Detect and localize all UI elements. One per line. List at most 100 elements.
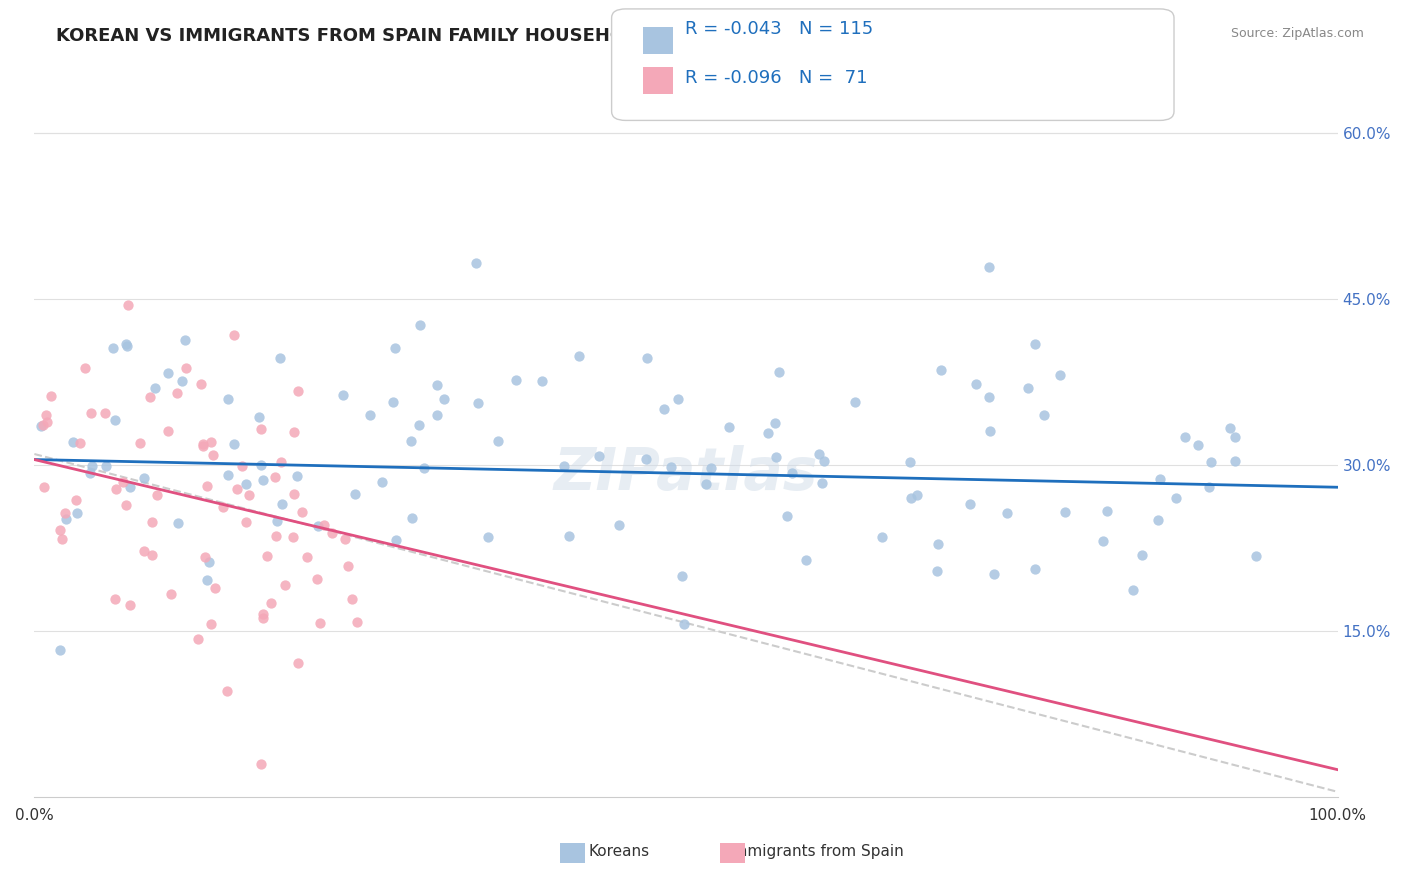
Point [811, 476, 834, 491]
Point [217, 392, 239, 406]
Text: R = -0.043   N = 115: R = -0.043 N = 115 [685, 21, 873, 38]
Point [382, 394, 405, 409]
Point [1091, 533, 1114, 548]
Point [132, 471, 155, 485]
Point [200, 617, 222, 632]
Point [198, 555, 221, 569]
Point [35, 409, 58, 423]
Point [765, 450, 787, 464]
Point [252, 474, 274, 488]
Point [426, 409, 449, 423]
Point [666, 392, 689, 407]
Point [252, 607, 274, 622]
Point [1033, 408, 1056, 422]
Point [337, 559, 360, 574]
Point [197, 479, 219, 493]
Point [385, 533, 408, 547]
Point [659, 459, 682, 474]
Point [118, 480, 141, 494]
Point [1244, 549, 1267, 563]
Point [925, 564, 948, 578]
Text: Immigrants from Spain: Immigrants from Spain [728, 845, 903, 859]
Point [65, 492, 87, 507]
Point [231, 459, 253, 474]
Point [1049, 368, 1071, 383]
Point [671, 569, 693, 583]
Point [794, 552, 817, 566]
Point [652, 402, 675, 417]
Point [321, 525, 343, 540]
Point [283, 530, 305, 544]
Point [1095, 504, 1118, 518]
Point [1187, 437, 1209, 451]
Point [718, 420, 741, 434]
Point [274, 578, 297, 592]
Point [412, 460, 434, 475]
Point [870, 530, 893, 544]
Point [756, 426, 779, 441]
Point [553, 458, 575, 473]
Point [979, 390, 1001, 404]
Text: Source: ZipAtlas.com: Source: ZipAtlas.com [1230, 27, 1364, 40]
Point [307, 518, 329, 533]
Point [314, 517, 336, 532]
Point [1130, 548, 1153, 562]
Point [174, 360, 197, 375]
Point [408, 417, 430, 432]
Point [287, 384, 309, 399]
Point [1164, 491, 1187, 505]
Point [222, 327, 245, 342]
Point [53, 506, 76, 520]
Point [141, 516, 163, 530]
Point [465, 256, 488, 270]
Point [983, 566, 1005, 581]
Point [807, 447, 830, 461]
Point [114, 498, 136, 512]
Point [295, 550, 318, 565]
Point [104, 413, 127, 427]
Text: ZIPatlas: ZIPatlas [554, 445, 818, 502]
Point [215, 684, 238, 698]
Point [30, 419, 52, 434]
Text: Koreans: Koreans [588, 845, 650, 859]
Point [409, 318, 432, 333]
Point [111, 475, 134, 490]
Point [238, 488, 260, 502]
Point [927, 537, 949, 551]
Point [780, 466, 803, 480]
Point [263, 470, 285, 484]
Point [359, 408, 381, 422]
Text: KOREAN VS IMMIGRANTS FROM SPAIN FAMILY HOUSEHOLDS WITH CHILDREN CORRELATION CHAR: KOREAN VS IMMIGRANTS FROM SPAIN FAMILY H… [56, 27, 1054, 45]
Point [190, 377, 212, 392]
Point [193, 549, 215, 564]
Point [222, 437, 245, 451]
Point [118, 599, 141, 613]
Point [775, 508, 797, 523]
Point [156, 366, 179, 380]
Point [371, 475, 394, 489]
Point [249, 409, 271, 424]
Point [117, 298, 139, 312]
Point [929, 363, 952, 377]
Point [69, 436, 91, 450]
Point [977, 260, 1000, 274]
Point [1225, 454, 1247, 468]
Point [995, 506, 1018, 520]
Point [531, 374, 554, 388]
Text: R = -0.096   N =  71: R = -0.096 N = 71 [685, 70, 868, 87]
Point [332, 387, 354, 401]
Point [907, 487, 929, 501]
Point [384, 341, 406, 355]
Point [695, 477, 717, 491]
Point [900, 491, 922, 506]
Point [75, 361, 97, 376]
Point [1149, 472, 1171, 486]
Point [1174, 430, 1197, 444]
Point [673, 617, 696, 632]
Point [166, 386, 188, 401]
Point [768, 365, 790, 379]
Point [134, 544, 156, 558]
Point [505, 373, 527, 387]
Point [335, 532, 357, 546]
Point [202, 448, 225, 462]
